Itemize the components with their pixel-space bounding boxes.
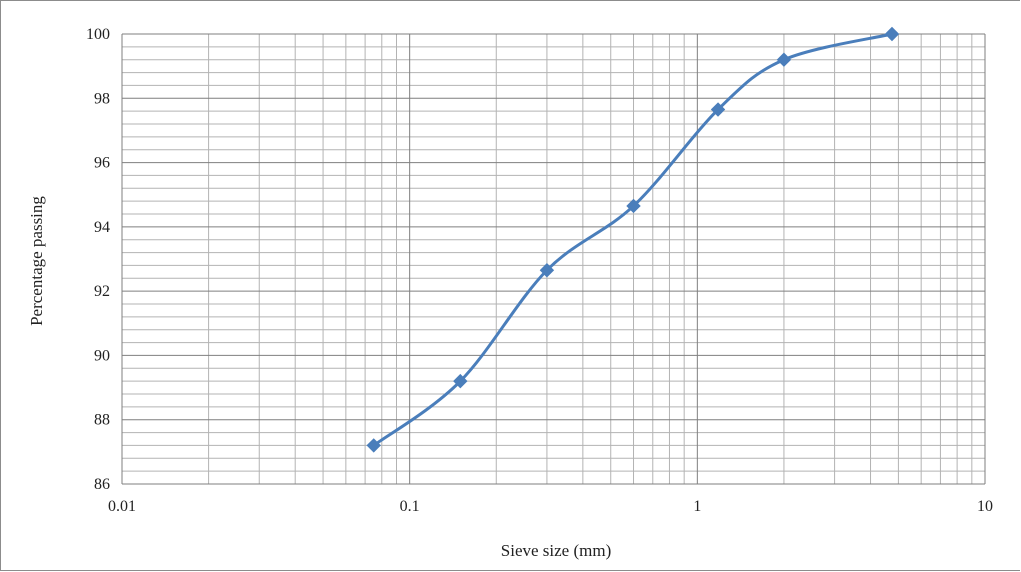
x-tick-label: 10 [977, 498, 993, 515]
data-point-marker [453, 373, 468, 389]
x-tick-label: 0.01 [108, 498, 136, 515]
y-tick-labels: 86 88 90 92 94 96 98 100 [86, 26, 110, 493]
data-point-marker [539, 263, 555, 278]
y-tick-label: 98 [94, 90, 110, 107]
data-point-marker [626, 198, 641, 214]
data-point-marker [776, 52, 792, 67]
y-tick-label: 90 [94, 347, 110, 364]
y-tick-label: 86 [94, 476, 110, 493]
y-tick-label: 92 [94, 283, 110, 300]
series-layer [366, 26, 900, 453]
y-tick-label: 94 [94, 219, 110, 236]
major-gridlines [121, 33, 986, 485]
minor-gridlines [122, 34, 985, 484]
y-axis-title: Percentage passing [27, 196, 46, 326]
data-point-marker [366, 438, 381, 453]
y-tick-label: 100 [86, 26, 110, 43]
x-tick-label: 1 [693, 498, 701, 515]
x-tick-label: 0.1 [400, 498, 420, 515]
data-point-marker [710, 102, 726, 117]
x-axis-title: Sieve size (mm) [501, 541, 611, 560]
x-tick-labels: 0.01 0.1 1 10 [108, 498, 993, 515]
data-point-marker [884, 26, 900, 42]
y-tick-label: 88 [94, 412, 110, 429]
y-tick-label: 96 [94, 155, 110, 172]
